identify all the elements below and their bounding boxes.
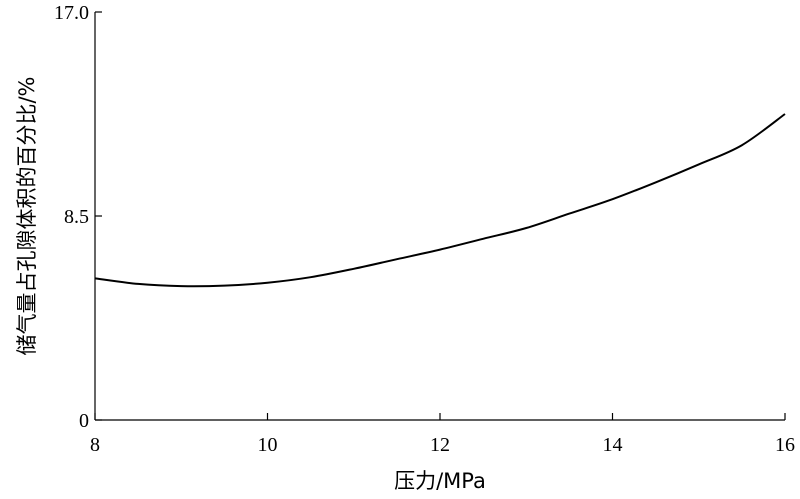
y-tick-label: 8.5 (64, 206, 89, 228)
y-ticks: 0 8.5 17.0 (54, 2, 102, 432)
series-line (94, 113, 786, 288)
x-tick-label: 10 (258, 434, 278, 456)
x-ticks: 8 10 12 14 16 (90, 413, 795, 456)
x-tick-label: 16 (775, 434, 795, 456)
series (94, 113, 786, 288)
x-axis-title: 压力/MPa (394, 469, 486, 493)
y-axis-title: 储气量占孔隙体积的百分比/% (15, 76, 39, 355)
y-tick-label: 17.0 (54, 2, 89, 24)
x-tick-label: 14 (603, 434, 623, 456)
y-tick-label: 0 (79, 410, 89, 432)
axes (94, 12, 785, 421)
x-tick-label: 8 (90, 434, 100, 456)
x-tick-label: 12 (430, 434, 450, 456)
